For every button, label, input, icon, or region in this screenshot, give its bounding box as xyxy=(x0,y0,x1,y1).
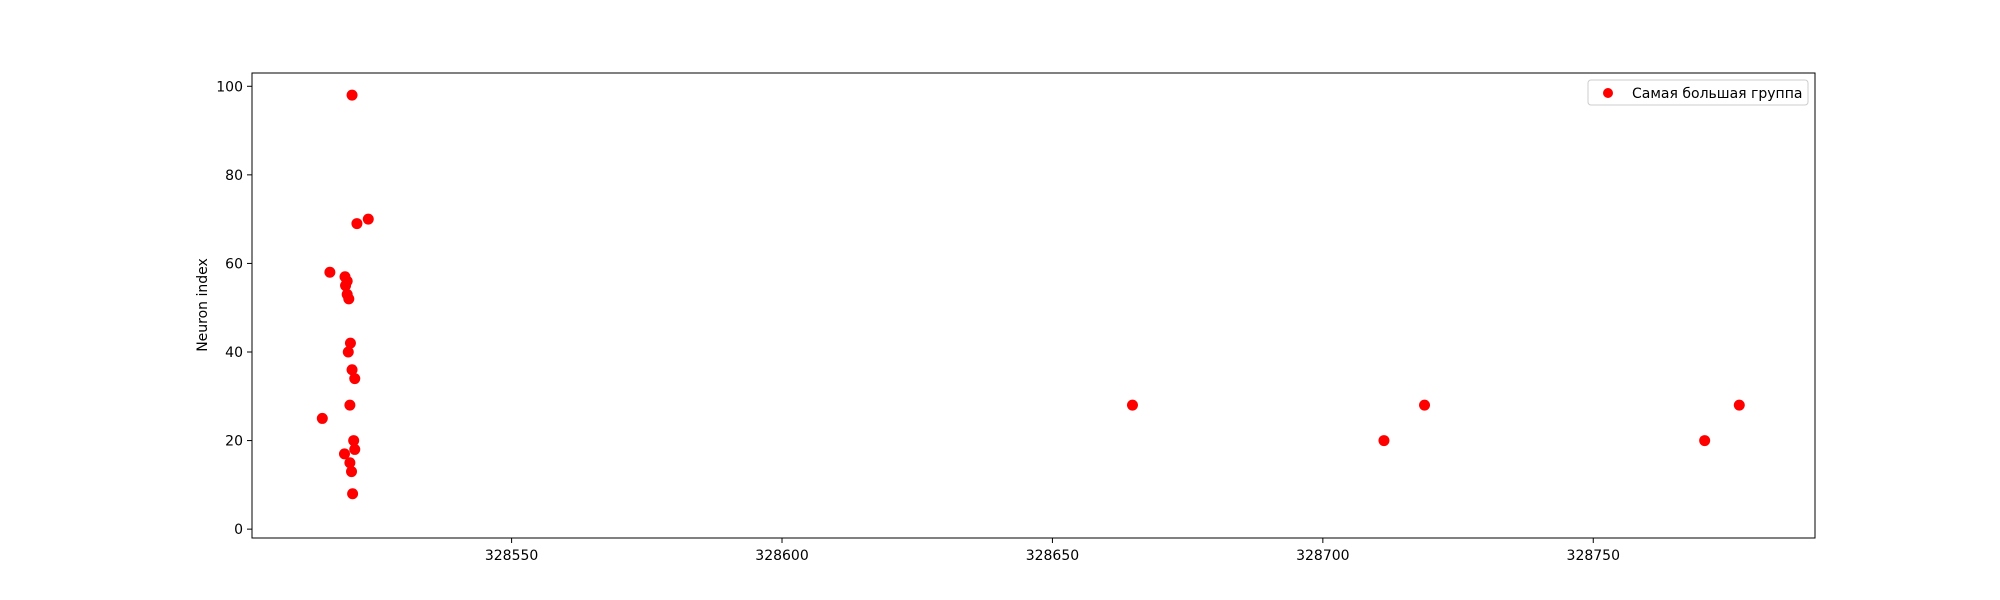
data-point xyxy=(346,364,358,376)
data-point xyxy=(1378,435,1390,447)
x-tick-label: 328550 xyxy=(485,548,538,564)
data-point xyxy=(344,399,356,411)
y-axis-label: Neuron index xyxy=(195,258,211,352)
data-point xyxy=(362,213,374,225)
y-tick-label: 80 xyxy=(225,168,243,184)
x-tick-label: 328600 xyxy=(755,548,808,564)
data-point xyxy=(1733,399,1745,411)
data-point xyxy=(316,412,328,424)
legend: Самая большая группа xyxy=(1587,79,1809,106)
data-point xyxy=(340,280,352,292)
data-point xyxy=(338,448,350,460)
y-axis: 0 20 40 60 80 100 xyxy=(216,79,252,538)
y-tick-label: 100 xyxy=(216,79,243,95)
data-point xyxy=(348,435,360,447)
data-point xyxy=(344,337,356,349)
data-point xyxy=(349,373,361,385)
legend-marker xyxy=(1603,88,1613,98)
data-point xyxy=(1419,399,1431,411)
data-point xyxy=(346,466,358,478)
data-point xyxy=(324,266,336,278)
scatter-series xyxy=(316,89,1745,500)
data-point xyxy=(346,89,358,101)
data-point xyxy=(342,346,354,358)
data-point xyxy=(349,443,361,455)
plot-frame xyxy=(251,72,1816,539)
data-point xyxy=(351,218,363,230)
y-tick-label: 0 xyxy=(234,522,243,538)
x-tick-label: 328700 xyxy=(1296,548,1349,564)
legend-label: Самая большая группа xyxy=(1632,86,1802,102)
x-tick-label: 328750 xyxy=(1567,548,1620,564)
data-point xyxy=(1699,435,1711,447)
data-point xyxy=(344,457,356,469)
y-tick-label: 40 xyxy=(225,345,243,361)
y-tick-label: 60 xyxy=(225,256,243,272)
data-point xyxy=(347,488,359,500)
data-point xyxy=(343,293,355,305)
y-tick-label: 20 xyxy=(225,434,243,450)
x-tick-label: 328650 xyxy=(1026,548,1079,564)
legend-box xyxy=(1587,79,1809,106)
data-point xyxy=(1126,399,1138,411)
x-axis: 328550 328600 328650 328700 328750 xyxy=(485,538,1620,564)
